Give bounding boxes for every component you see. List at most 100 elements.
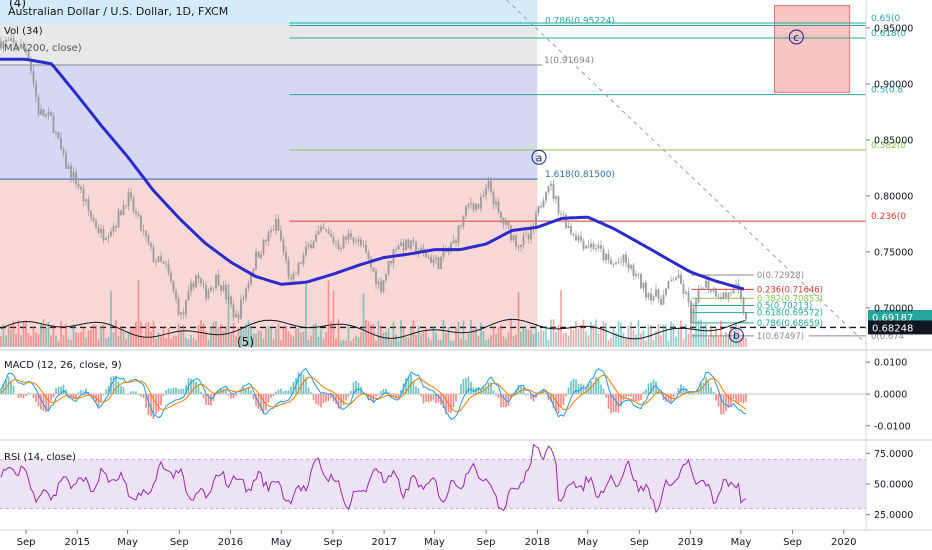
volume-bar <box>50 335 52 347</box>
macd-hist-bar <box>22 394 25 399</box>
candle-body <box>677 274 680 279</box>
fib-level-label: 0.5(0.8 <box>871 86 903 96</box>
macd-hist-bar <box>582 384 585 395</box>
volume-bar <box>167 328 170 347</box>
candle-body <box>722 292 725 299</box>
volume-bar <box>195 340 197 347</box>
y-tick-label: 0.0100 <box>874 358 907 369</box>
candle-body <box>7 40 10 41</box>
candle-body <box>400 242 402 246</box>
candle-body <box>5 40 7 42</box>
volume-bar <box>642 330 645 347</box>
price-pane[interactable]: 0.786(0.95224) 1(0.91694) 1.618(0.81500) 0.… <box>0 0 932 347</box>
volume-bar <box>140 321 142 347</box>
y-axis[interactable]: 0.95000 0.90000 0.85000 0.80000 0.75000 0.700… <box>865 0 913 530</box>
macd-hist-bar <box>2 384 5 395</box>
wave-label: c <box>793 31 799 44</box>
macd-hist-bar <box>157 394 160 412</box>
macd-hist-bar <box>735 394 737 402</box>
volume-bar <box>637 320 640 347</box>
volume-bar <box>442 320 445 347</box>
volume-bar <box>710 326 712 347</box>
candle-body <box>345 236 347 240</box>
volume-bar <box>225 326 227 347</box>
volume-bar <box>137 279 140 347</box>
candle-body <box>525 234 527 236</box>
volume-bar <box>725 331 727 347</box>
volume-bar <box>497 326 500 347</box>
candle-body <box>662 294 665 305</box>
candle-body <box>52 115 55 133</box>
volume-bar <box>640 333 642 347</box>
macd-hist-bar <box>112 375 115 395</box>
volume-bar <box>20 334 22 347</box>
volume-bar <box>437 340 440 347</box>
volume-bar <box>67 338 70 347</box>
candle-body <box>552 183 555 199</box>
candle-body <box>330 233 332 237</box>
fib-level-label: 0.618(0.69572) <box>757 309 823 319</box>
macd-hist-bar <box>577 384 580 395</box>
candle-body <box>582 240 585 249</box>
volume-bar <box>477 335 480 347</box>
candle-body <box>40 109 42 115</box>
candle-body <box>15 42 17 47</box>
candle-body <box>550 183 552 186</box>
candle-body <box>732 284 735 294</box>
volume-bar <box>380 325 382 347</box>
macd-hist-bar <box>442 394 445 409</box>
candle-body <box>440 257 442 270</box>
volume-bar <box>307 339 310 347</box>
macd-hist-bar <box>20 394 22 398</box>
macd-hist-bar <box>380 391 382 395</box>
volume-bar <box>245 324 247 347</box>
macd-hist-bar <box>305 377 307 395</box>
macd-pane[interactable]: MACD (12, 26, close, 9) <box>0 349 932 420</box>
rsi-pane[interactable]: RSI (14, close) <box>0 439 932 514</box>
candle-body <box>537 206 540 214</box>
candle-body <box>2 41 5 49</box>
macd-layer <box>0 367 866 420</box>
candle-body <box>430 256 432 263</box>
candle-body <box>375 270 377 285</box>
volume-bar <box>185 337 187 347</box>
macd-hist-bar <box>375 394 377 397</box>
volume-bar <box>365 319 367 347</box>
candle-body <box>130 192 132 198</box>
volume-bar <box>62 335 65 347</box>
volume-bar <box>675 336 677 347</box>
volume-bar <box>660 335 662 347</box>
candle-body <box>42 109 45 117</box>
volume-bar <box>272 338 275 347</box>
macd-hist-bar <box>225 388 227 395</box>
candle-body <box>465 206 467 216</box>
candle-body <box>172 281 175 291</box>
candle-body <box>185 300 187 315</box>
volume-bar <box>607 340 610 347</box>
volume-bar <box>82 327 85 347</box>
volume-bar <box>492 326 495 347</box>
volume-bar <box>162 327 165 347</box>
volume-bar <box>572 330 575 347</box>
macd-hist-bar <box>612 394 615 413</box>
candle-body <box>175 290 177 299</box>
volume-bar <box>70 340 72 347</box>
macd-hist-bar <box>400 390 402 395</box>
x-tick-label: Sep <box>630 537 649 548</box>
zone-rect <box>0 25 538 65</box>
volume-bar <box>377 320 380 347</box>
macd-hist-bar <box>522 387 525 395</box>
volume-bar <box>90 329 92 347</box>
candle-body <box>365 245 367 253</box>
macd-hist-bar <box>682 386 685 395</box>
macd-hist-bar <box>642 391 645 395</box>
volume-bar <box>155 338 157 347</box>
macd-hist-bar <box>645 389 647 395</box>
x-axis[interactable]: Sep 2015 May Sep 2016 May Sep 2017 May Sep 2018 May… <box>0 529 932 548</box>
candle-body <box>227 296 230 300</box>
macd-hist-bar <box>247 387 250 395</box>
fib-level-label: 0.382(0 <box>871 141 906 151</box>
macd-hist-bar <box>495 394 497 396</box>
macd-hist-bar <box>535 394 537 399</box>
